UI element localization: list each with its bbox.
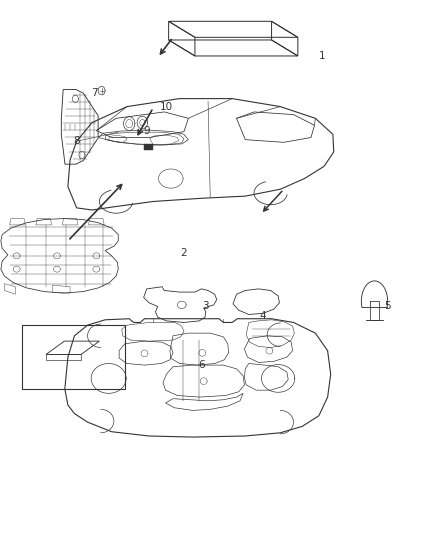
Text: 10: 10 — [160, 102, 173, 111]
Text: 6: 6 — [198, 360, 205, 370]
Text: 8: 8 — [73, 136, 80, 146]
Text: 3: 3 — [202, 302, 209, 311]
Text: 1: 1 — [318, 51, 325, 61]
Text: 7: 7 — [91, 88, 98, 98]
FancyBboxPatch shape — [144, 144, 153, 150]
Text: 4: 4 — [259, 311, 266, 320]
Text: 9: 9 — [143, 126, 150, 135]
Text: 2: 2 — [180, 248, 187, 258]
Text: 5: 5 — [384, 302, 391, 311]
